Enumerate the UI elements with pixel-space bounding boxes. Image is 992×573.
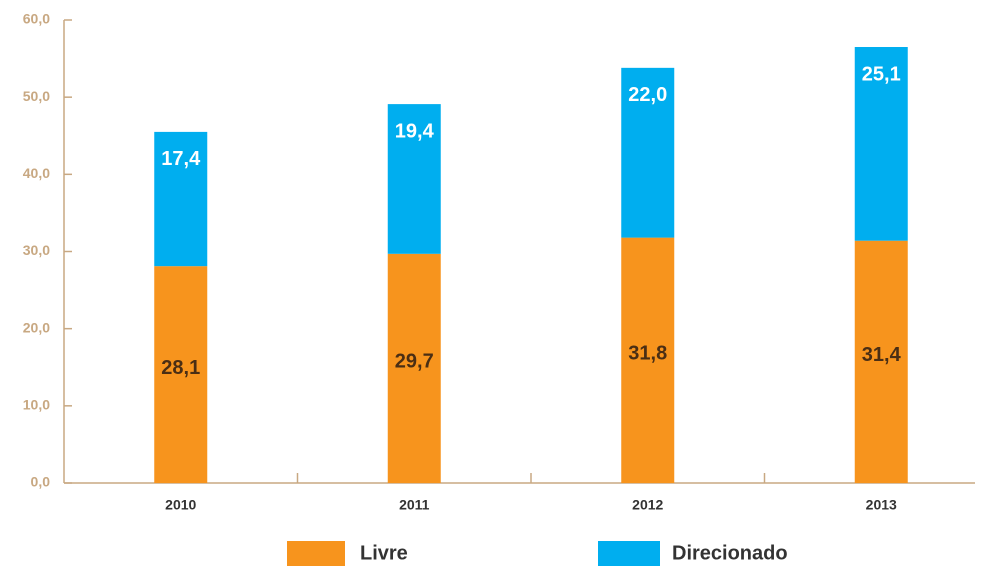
value-label: 22,0 — [628, 84, 667, 106]
bar-segment — [154, 266, 208, 483]
x-tick-label: 2011 — [399, 497, 430, 513]
x-tick-label: 2013 — [866, 497, 897, 513]
bar-segment — [621, 67, 675, 238]
value-label: 17,4 — [161, 148, 201, 170]
legend-label: Livre — [360, 542, 408, 564]
bar-segment — [154, 131, 208, 267]
y-tick-label: 40,0 — [23, 165, 50, 181]
x-tick-label: 2012 — [632, 497, 663, 513]
y-tick-label: 20,0 — [23, 319, 50, 335]
y-tick-label: 0,0 — [31, 474, 51, 490]
bar-segment — [854, 240, 908, 483]
y-tick-label: 30,0 — [23, 242, 50, 258]
value-label: 19,4 — [395, 120, 435, 142]
legend-swatch — [598, 541, 660, 566]
value-label: 28,1 — [161, 357, 200, 379]
bar-segment — [387, 253, 441, 483]
bar-segment — [854, 47, 908, 241]
legend-label: Direcionado — [672, 542, 788, 564]
value-label: 29,7 — [395, 351, 434, 373]
x-tick-label: 2010 — [165, 497, 196, 513]
y-tick-label: 60,0 — [23, 11, 50, 27]
value-label: 31,8 — [628, 343, 667, 365]
y-tick-label: 10,0 — [23, 397, 50, 413]
y-tick-label: 50,0 — [23, 88, 50, 104]
bar-segment — [387, 104, 441, 254]
legend-swatch — [287, 541, 345, 566]
bar-segment — [621, 237, 675, 483]
value-label: 25,1 — [862, 63, 901, 85]
value-label: 31,4 — [862, 344, 902, 366]
